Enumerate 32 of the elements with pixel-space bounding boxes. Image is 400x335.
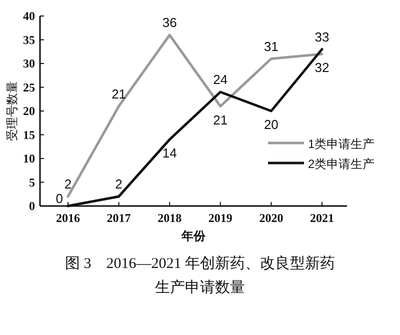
x-tick-label: 2017	[106, 211, 131, 225]
y-tick-label: 20	[23, 104, 35, 118]
data-label: 2	[64, 176, 72, 192]
data-label: 36	[162, 15, 177, 30]
data-label: 14	[162, 146, 177, 160]
y-tick-label: 0	[29, 199, 35, 213]
data-label: 2	[115, 176, 122, 192]
y-axis-title: 受理号数量	[5, 81, 19, 141]
data-label: 24	[213, 72, 228, 87]
y-tick-label: 25	[23, 80, 35, 94]
x-tick-label: 2019	[208, 211, 232, 225]
y-tick-label: 40	[23, 9, 35, 23]
data-label: 31	[264, 38, 278, 54]
y-tick-label: 30	[23, 56, 35, 70]
text: 图 3 2016—2021 年创新药、改良型新药生产申请数量	[64, 254, 336, 298]
data-label: 21	[112, 86, 126, 102]
y-tick-label: 15	[23, 128, 35, 142]
data-label: 33	[314, 29, 330, 44]
data-label: 21	[213, 112, 228, 128]
x-tick-label: 2020	[259, 211, 284, 225]
x-axis-title: 年份	[180, 229, 206, 243]
y-tick-label: 10	[23, 152, 35, 166]
x-tick-label: 2018	[158, 211, 182, 225]
data-label: 0	[56, 191, 63, 206]
y-tick-label: 5	[29, 175, 35, 190]
data-label: 20	[264, 117, 278, 132]
legend-label: 1类申请生产	[308, 137, 375, 151]
data-label: 32	[314, 60, 330, 75]
x-tick-label: 2016	[56, 211, 80, 225]
y-tick-label: 35	[23, 32, 35, 47]
x-tick-label: 2021	[310, 211, 334, 225]
legend-label: 2类申请生产	[308, 157, 375, 171]
